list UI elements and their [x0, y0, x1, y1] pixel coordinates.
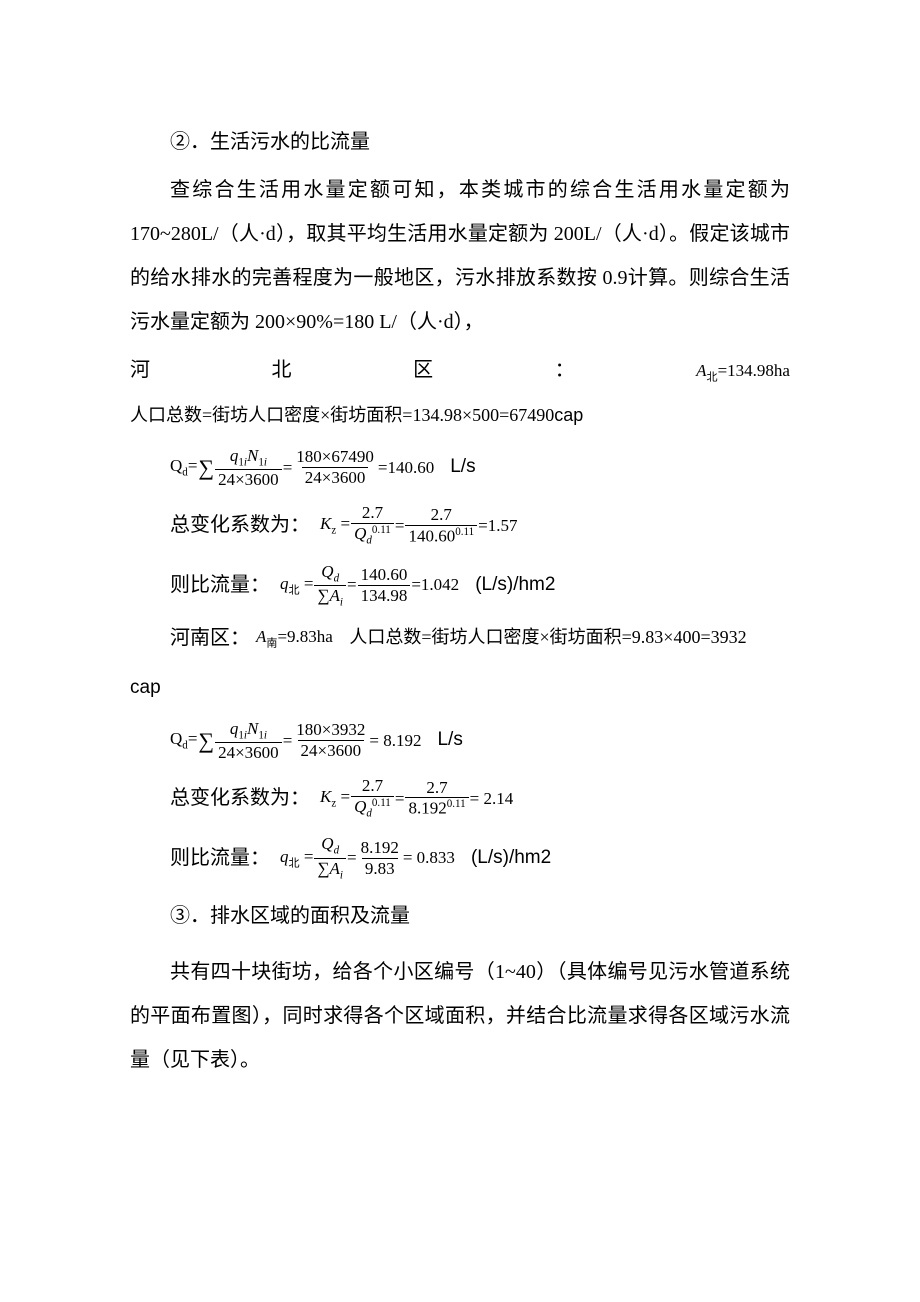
south-pop-unit: cap: [130, 667, 790, 709]
section-3-paragraph: 共有四十块街坊，给各个小区编号（1~40）（具体编号见污水管道系统的平面布置图）…: [130, 950, 790, 1082]
north-district-line: 河 北 区 ： A北=134.98ha: [130, 348, 790, 392]
north-population: 人口总数=街坊人口密度×街坊面积=134.98×500=67490cap: [130, 396, 790, 436]
north-qd-f1-num: q1iN1i: [227, 446, 270, 469]
south-qratio-f2-den: 9.83: [362, 858, 398, 879]
north-char-2: 北: [272, 348, 292, 392]
south-kz-f2-den: 8.1920.11: [405, 797, 468, 818]
section-2-heading: ②．生活污水的比流量: [130, 120, 790, 164]
north-qratio-unit: (L/s)/hm2: [475, 571, 555, 600]
south-qd-sum: ∑: [198, 724, 214, 757]
south-qratio-prefix: 则比流量：: [170, 843, 270, 873]
north-qratio-f1-num: Qd: [318, 562, 342, 585]
south-kz-prefix: 总变化系数为：: [170, 783, 310, 813]
north-qd-unit: L/s: [450, 453, 475, 482]
north-qratio-f2-den: 134.98: [358, 585, 411, 606]
south-kz-f1-den: Qd0.11: [351, 796, 394, 821]
south-qratio-f2-num: 8.192: [358, 838, 402, 858]
south-qratio-f1-num: Qd: [318, 834, 342, 857]
north-kz-result: =1.57: [478, 513, 517, 539]
south-qratio-unit: (L/s)/hm2: [471, 844, 551, 873]
north-qd-result: =140.60: [378, 455, 434, 481]
south-qd-f1-num: q1iN1i: [227, 719, 270, 742]
north-qratio-prefix: 则比流量：: [170, 570, 270, 600]
south-intro-prefix: 河南区：: [170, 623, 250, 653]
north-kz-formula: 总变化系数为： Kz = 2.7 Qd0.11 = 2.7 140.600.11…: [170, 503, 790, 547]
south-pop-text: 人口总数=街坊人口密度×街坊面积=9.83×400=3932: [349, 624, 746, 651]
south-qd-f1-den: 24×3600: [215, 742, 282, 763]
north-kz-f2-num: 2.7: [428, 505, 455, 525]
south-kz-formula: 总变化系数为： Kz = 2.7 Qd0.11 = 2.7 8.1920.11 …: [170, 776, 790, 820]
south-kz-f1-num: 2.7: [359, 776, 386, 796]
south-formulas: Qd= ∑ q1iN1i 24×3600 = 180×3932 24×3600 …: [130, 719, 790, 936]
section-2-paragraph: 查综合生活用水量定额可知，本类城市的综合生活用水量定额为170~280L/（人·…: [130, 168, 790, 344]
north-qd-f2-num: 180×67490: [293, 447, 377, 467]
north-qd-sum: ∑: [198, 451, 214, 484]
north-kz-f2-den: 140.600.11: [405, 525, 477, 546]
north-kz-f1-den: Qd0.11: [351, 523, 394, 548]
south-qd-result: = 8.192: [369, 728, 421, 754]
south-qratio-lhs: q北 =: [280, 844, 313, 872]
south-qratio-formula: 则比流量： q北 = Qd ∑Ai = 8.192 9.83 = 0.833 (…: [170, 834, 790, 881]
south-intro-line: 河南区： A南=9.83ha 人口总数=街坊人口密度×街坊面积=9.83×400…: [170, 623, 790, 653]
north-qd-lhs: Qd=: [170, 453, 197, 481]
north-kz-lhs: Kz =: [320, 511, 350, 539]
south-qd-unit: L/s: [437, 726, 462, 755]
north-pop-text: 人口总数=街坊人口密度×街坊面积=134.98×500=67490: [130, 405, 554, 425]
south-kz-f2-num: 2.7: [423, 778, 450, 798]
north-kz-f1-num: 2.7: [359, 503, 386, 523]
north-qratio-f2-num: 140.60: [358, 565, 411, 585]
north-qd-f1-den: 24×3600: [215, 469, 282, 490]
north-pop-unit: cap: [554, 405, 583, 425]
north-char-3: 区: [413, 348, 433, 392]
north-qratio-formula: 则比流量： q北 = Qd ∑Ai = 140.60 134.98 =1.042…: [170, 562, 790, 609]
north-kz-prefix: 总变化系数为：: [170, 510, 310, 540]
south-qratio-f1-den: ∑Ai: [314, 858, 346, 882]
north-char-4: ：: [555, 348, 575, 392]
south-area: A南=9.83ha: [256, 624, 333, 652]
north-char-1: 河: [130, 348, 150, 392]
north-area: A北=134.98ha: [696, 352, 790, 390]
south-qratio-result: = 0.833: [403, 845, 455, 871]
north-qratio-f1-den: ∑Ai: [314, 585, 346, 609]
north-qd-f2-den: 24×3600: [302, 467, 369, 488]
south-kz-lhs: Kz =: [320, 784, 350, 812]
section-3-heading: ③．排水区域的面积及流量: [170, 896, 790, 936]
north-qratio-result: =1.042: [411, 572, 459, 598]
south-kz-result: = 2.14: [470, 786, 514, 812]
north-formulas: Qd= ∑ q1iN1i 24×3600 = 180×67490 24×3600…: [130, 446, 790, 653]
south-qd-f2-den: 24×3600: [298, 740, 365, 761]
south-qd-f2-num: 180×3932: [293, 720, 368, 740]
south-qd-formula: Qd= ∑ q1iN1i 24×3600 = 180×3932 24×3600 …: [170, 719, 790, 763]
south-qd-lhs: Qd=: [170, 726, 197, 754]
north-qd-formula: Qd= ∑ q1iN1i 24×3600 = 180×67490 24×3600…: [170, 446, 790, 490]
north-qratio-lhs: q北 =: [280, 571, 313, 599]
